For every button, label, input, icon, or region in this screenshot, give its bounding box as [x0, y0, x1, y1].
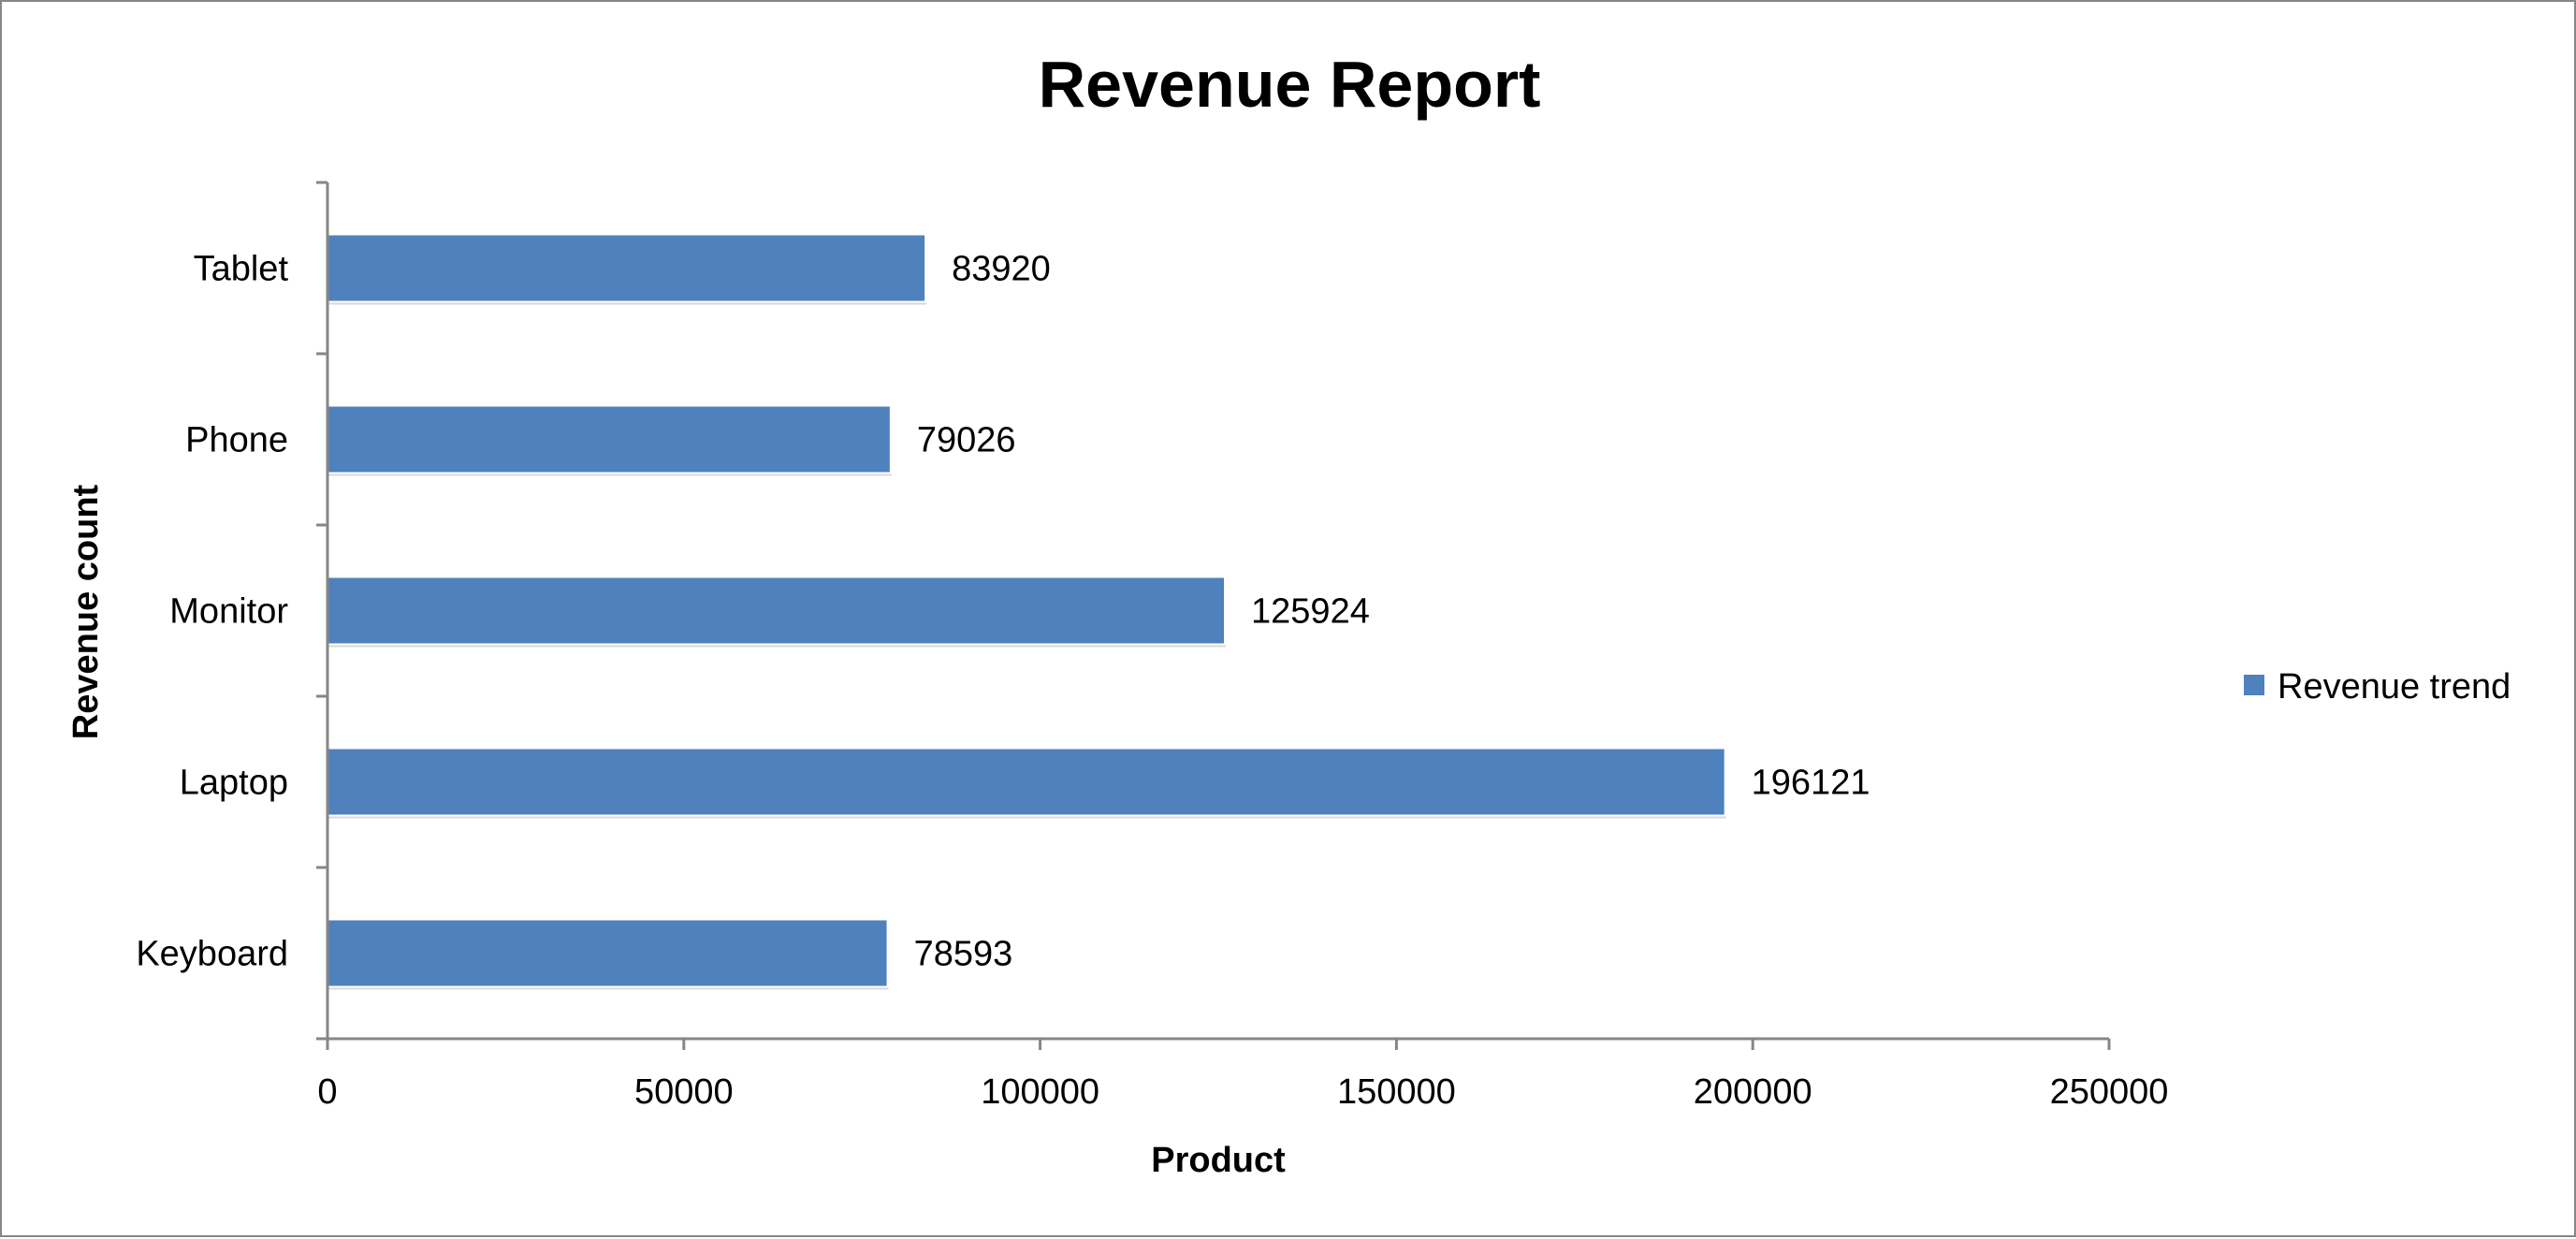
bar-monitor: [327, 576, 1227, 646]
x-tick-label-50000: 50000: [634, 1072, 734, 1112]
legend: Revenue trend: [2244, 667, 2511, 707]
data-label-laptop: 196121: [1752, 764, 1870, 803]
x-tick-label-250000: 250000: [2050, 1072, 2169, 1112]
legend-label-revenue-trend: Revenue trend: [2278, 667, 2511, 707]
legend-swatch-revenue-trend: [2244, 675, 2264, 695]
data-label-tablet: 83920: [952, 250, 1051, 289]
x-tick-label-0: 0: [317, 1072, 337, 1112]
y-tick-label-monitor: Monitor: [169, 592, 288, 632]
x-tick-label-150000: 150000: [1337, 1072, 1456, 1112]
bar-phone: [327, 404, 892, 474]
data-label-monitor: 125924: [1251, 592, 1370, 632]
x-tick-labels: 0 50000 100000 150000 200000 250000: [317, 1072, 2168, 1112]
x-tick-label-200000: 200000: [1694, 1072, 1812, 1112]
y-tick-label-keyboard: Keyboard: [136, 935, 288, 974]
y-tick-label-laptop: Laptop: [180, 764, 288, 803]
data-label-keyboard: 78593: [914, 935, 1013, 974]
x-tick-label-100000: 100000: [981, 1072, 1099, 1112]
y-tick-label-phone: Phone: [185, 421, 288, 460]
y-axis-title: Revenue count: [66, 484, 106, 739]
chart-title: Revenue Report: [1039, 48, 1541, 121]
data-label-phone: 79026: [917, 421, 1016, 460]
bars-layer: [327, 233, 1726, 990]
bar-laptop: [327, 747, 1726, 817]
data-labels-layer: 78593 196121 125924 79026 83920: [914, 250, 1870, 974]
x-axis-title: Product: [1151, 1141, 1286, 1180]
bar-keyboard: [327, 918, 889, 988]
y-tick-labels: Keyboard Laptop Monitor Phone Tablet: [136, 250, 288, 974]
bar-tablet: [327, 233, 927, 303]
axes-layer: [316, 181, 2111, 1050]
y-tick-label-tablet: Tablet: [194, 250, 289, 289]
